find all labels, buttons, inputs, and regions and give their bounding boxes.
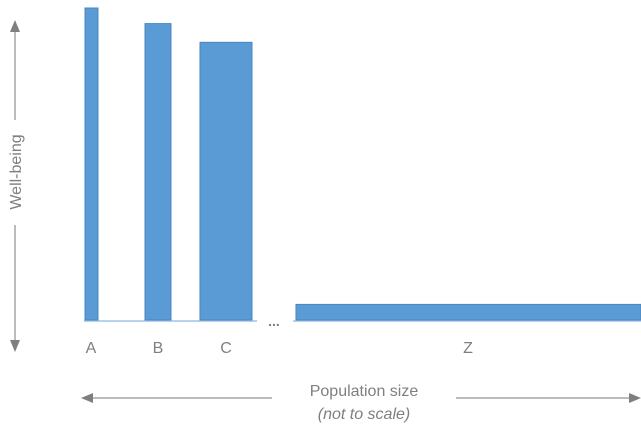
- arrow-up-icon: [10, 20, 20, 32]
- bar-z: [295, 303, 641, 321]
- arrow-down-icon: [10, 340, 20, 352]
- arrow-right-icon: [629, 393, 641, 403]
- y-axis-label: Well-being: [8, 134, 25, 209]
- category-label-c: C: [220, 340, 232, 357]
- arrow-left-icon: [81, 393, 93, 403]
- bar-c: [199, 41, 253, 321]
- gap-ellipsis: ...: [268, 313, 280, 329]
- bar-a: [84, 7, 99, 321]
- x-axis-arrow: [81, 393, 641, 403]
- category-label-b: B: [153, 340, 164, 357]
- x-axis-label: Population size: [310, 383, 419, 400]
- category-label-a: A: [86, 340, 97, 357]
- x-axis-note: (not to scale): [318, 406, 410, 423]
- y-axis-arrow: [10, 20, 20, 352]
- category-label-z: Z: [463, 340, 473, 357]
- bar-b: [144, 23, 172, 321]
